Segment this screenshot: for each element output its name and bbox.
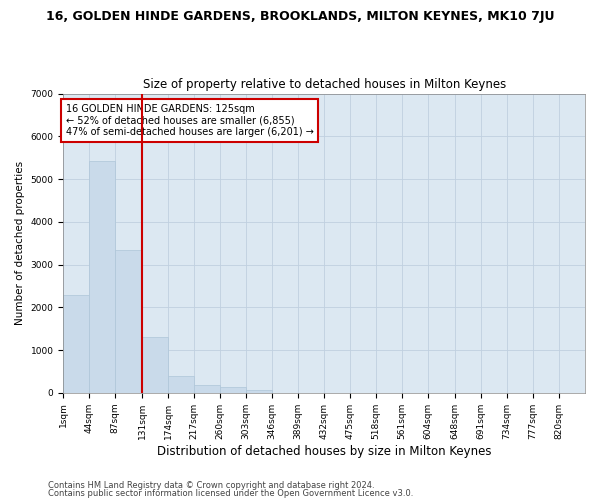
Text: 16 GOLDEN HINDE GARDENS: 125sqm
← 52% of detached houses are smaller (6,855)
47%: 16 GOLDEN HINDE GARDENS: 125sqm ← 52% of…: [65, 104, 314, 138]
Bar: [246, 390, 272, 393]
Bar: [220, 388, 246, 393]
Bar: [142, 338, 168, 393]
Bar: [63, 296, 89, 393]
Y-axis label: Number of detached properties: Number of detached properties: [15, 161, 25, 326]
X-axis label: Distribution of detached houses by size in Milton Keynes: Distribution of detached houses by size …: [157, 444, 491, 458]
Text: Contains public sector information licensed under the Open Government Licence v3: Contains public sector information licen…: [48, 488, 413, 498]
Title: Size of property relative to detached houses in Milton Keynes: Size of property relative to detached ho…: [143, 78, 506, 91]
Text: 16, GOLDEN HINDE GARDENS, BROOKLANDS, MILTON KEYNES, MK10 7JU: 16, GOLDEN HINDE GARDENS, BROOKLANDS, MI…: [46, 10, 554, 23]
Bar: [168, 376, 194, 393]
Text: Contains HM Land Registry data © Crown copyright and database right 2024.: Contains HM Land Registry data © Crown c…: [48, 481, 374, 490]
Bar: [194, 384, 220, 393]
Bar: [89, 161, 115, 393]
Bar: [115, 250, 142, 393]
